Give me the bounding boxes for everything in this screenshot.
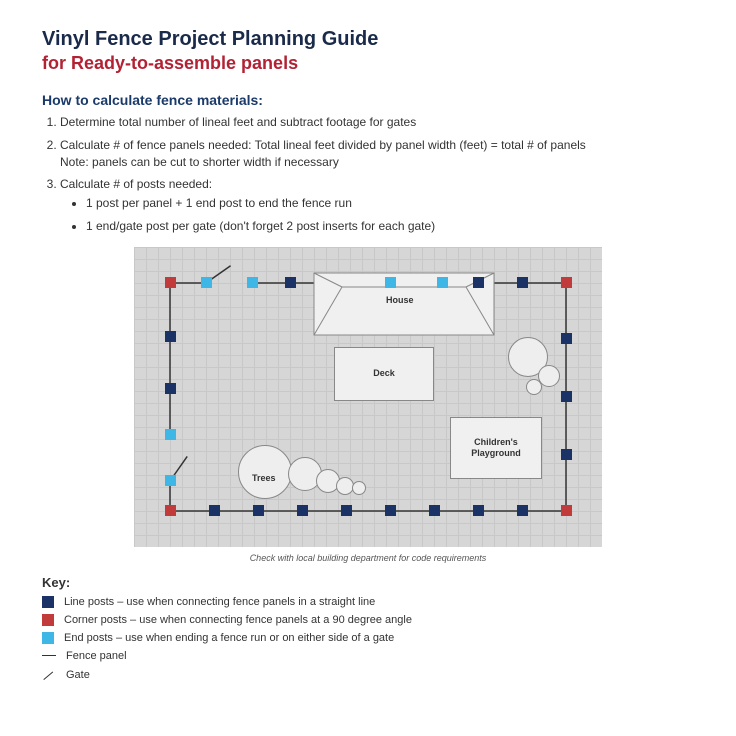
circle-shape (238, 445, 292, 499)
page-title: Vinyl Fence Project Planning Guide (42, 28, 694, 51)
step-item: Calculate # of posts needed:1 post per p… (60, 176, 694, 234)
key-item: Line posts – use when connecting fence p… (42, 596, 694, 608)
deck-box: Deck (334, 347, 434, 401)
key-label: Line posts – use when connecting fence p… (64, 596, 375, 608)
end-post (165, 429, 176, 440)
line-post (561, 449, 572, 460)
line-post (561, 333, 572, 344)
page-subtitle: for Ready-to-assemble panels (42, 53, 694, 74)
trees-label: Trees (252, 473, 276, 483)
end-post (247, 277, 258, 288)
line-post (473, 277, 484, 288)
corner-post (165, 277, 176, 288)
steps-list: Determine total number of lineal feet an… (42, 114, 694, 235)
gate-swatch (42, 668, 56, 682)
key-list: Line posts – use when connecting fence p… (42, 596, 694, 682)
section-heading: How to calculate fence materials: (42, 92, 694, 108)
circle-shape (352, 481, 366, 495)
key-item: Gate (42, 668, 694, 682)
end-post (437, 277, 448, 288)
key-label: Fence panel (66, 650, 127, 662)
line-post (473, 505, 484, 516)
line-post (209, 505, 220, 516)
key-label: Gate (66, 669, 90, 681)
diagram-caption: Check with local building department for… (42, 553, 694, 563)
square-swatch (42, 596, 54, 608)
line-post (253, 505, 264, 516)
playground-box: Children's Playground (450, 417, 542, 479)
key-item: End posts – use when ending a fence run … (42, 632, 694, 644)
circle-shape (526, 379, 542, 395)
line-post (385, 505, 396, 516)
house-label: House (386, 295, 414, 305)
step-bullet: 1 end/gate post per gate (don't forget 2… (86, 218, 694, 235)
line-post (165, 383, 176, 394)
step-item: Calculate # of fence panels needed: Tota… (60, 137, 694, 171)
square-swatch (42, 632, 54, 644)
line-post (341, 505, 352, 516)
step-bullet: 1 post per panel + 1 end post to end the… (86, 195, 694, 212)
key-item: Corner posts – use when connecting fence… (42, 614, 694, 626)
line-post (297, 505, 308, 516)
line-swatch (42, 655, 56, 656)
end-post (385, 277, 396, 288)
line-post (429, 505, 440, 516)
line-post (517, 505, 528, 516)
end-post (165, 475, 176, 486)
end-post (201, 277, 212, 288)
corner-post (561, 505, 572, 516)
corner-post (165, 505, 176, 516)
line-post (285, 277, 296, 288)
key-label: Corner posts – use when connecting fence… (64, 614, 412, 626)
key-heading: Key: (42, 575, 694, 590)
line-post (561, 391, 572, 402)
layout-diagram: House Deck Children's Playground Trees (134, 247, 602, 547)
step-note: Note: panels can be cut to shorter width… (60, 154, 694, 171)
corner-post (561, 277, 572, 288)
step-item: Determine total number of lineal feet an… (60, 114, 694, 131)
key-item: Fence panel (42, 650, 694, 662)
square-swatch (42, 614, 54, 626)
line-post (165, 331, 176, 342)
line-post (517, 277, 528, 288)
key-label: End posts – use when ending a fence run … (64, 632, 394, 644)
